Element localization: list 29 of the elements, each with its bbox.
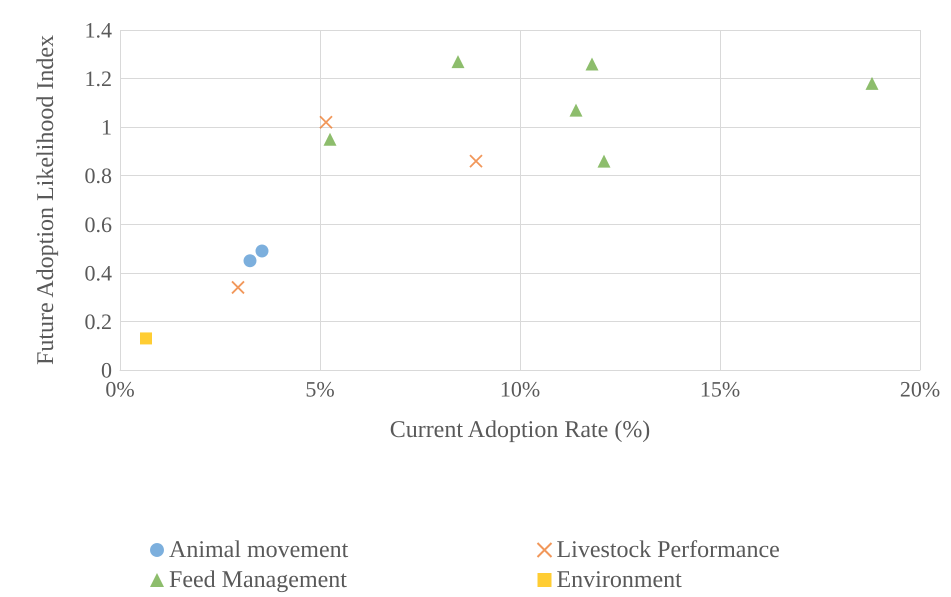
point bbox=[231, 280, 245, 294]
legend-label: Animal movement bbox=[169, 537, 349, 563]
point bbox=[570, 104, 582, 117]
point bbox=[866, 76, 878, 90]
x-tick-label: 10% bbox=[500, 376, 540, 402]
point bbox=[244, 254, 256, 268]
y-tick-label: 1.4 bbox=[84, 18, 112, 42]
point bbox=[324, 132, 336, 146]
x-axis-title: Current Adoption Rate (%) bbox=[390, 417, 650, 443]
legend-label: Livestock Performance bbox=[556, 537, 780, 563]
point bbox=[452, 55, 464, 68]
y-tick-label: 1.2 bbox=[84, 66, 112, 92]
x-tick-label: 15% bbox=[700, 376, 740, 402]
y-tick-label: 0.8 bbox=[84, 163, 112, 188]
y-tick-label: 0.4 bbox=[84, 260, 112, 286]
y-tick-label: 1 bbox=[101, 114, 112, 140]
y-axis-title: Future Adoption Likelihood Index bbox=[33, 35, 59, 365]
legend-label: Feed Management bbox=[169, 567, 348, 593]
point bbox=[140, 332, 152, 344]
x-tick-label: 20% bbox=[900, 376, 940, 402]
point bbox=[598, 154, 610, 168]
legend-label: Environment bbox=[556, 567, 682, 593]
point bbox=[319, 115, 333, 130]
x-tick-label: 5% bbox=[305, 376, 335, 402]
point bbox=[586, 58, 598, 70]
y-tick-label: 0.6 bbox=[84, 212, 112, 237]
point bbox=[256, 244, 268, 258]
y-tick-label: 0.2 bbox=[84, 308, 112, 334]
point bbox=[469, 154, 483, 168]
